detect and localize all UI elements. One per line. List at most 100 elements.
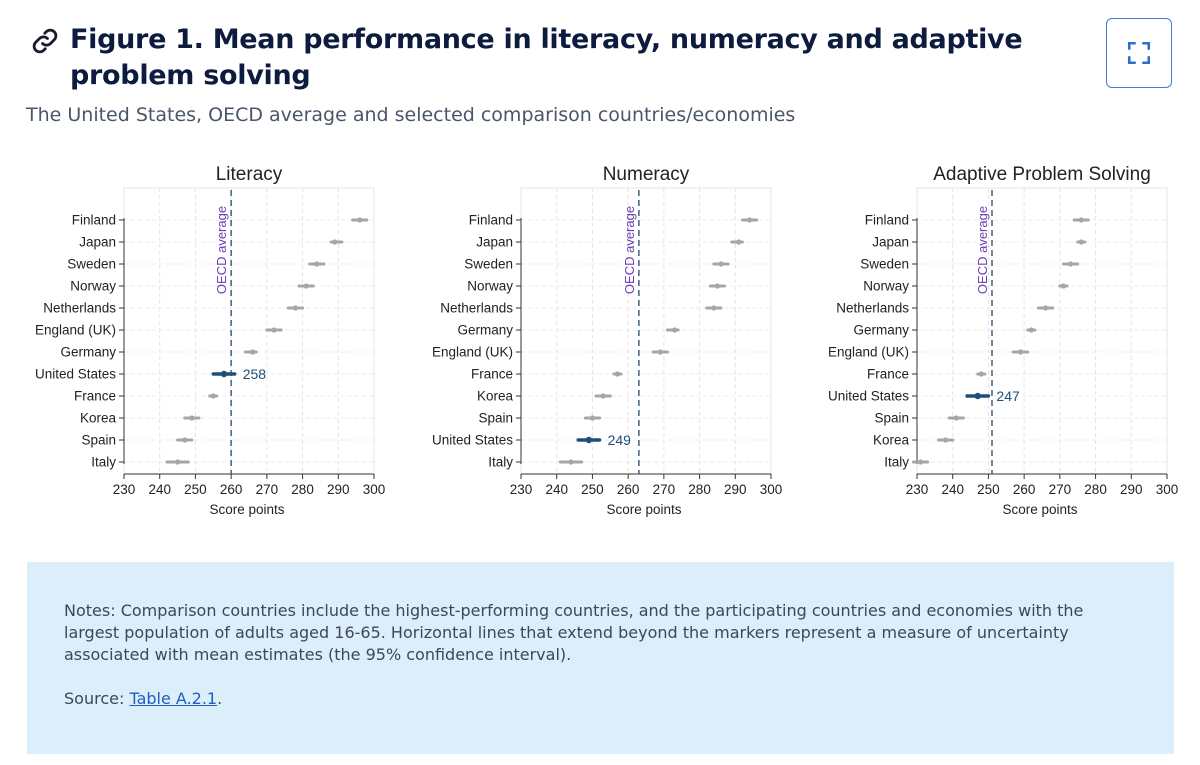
chart-literacy-x-tick-label-250: 250 — [184, 482, 207, 497]
chart-numeracy-x-tick-label-260: 260 — [617, 482, 640, 497]
chart-numeracy-x-tick-label-230: 230 — [510, 482, 533, 497]
chart-adaptive-problem-solving-x-tick-label-250: 250 — [977, 482, 1000, 497]
chart-numeracy-point-italy — [568, 459, 574, 465]
notes-text: Notes: Comparison countries include the … — [64, 601, 1084, 664]
chart-adaptive-problem-solving-point-norway — [1060, 283, 1067, 289]
chart-literacy-x-tick-label-270: 270 — [256, 482, 279, 497]
chart-numeracy-y-tick-label-finland: Finland — [469, 213, 513, 228]
chart-numeracy-point-england-uk — [657, 349, 663, 355]
chart-numeracy-y-tick-label-korea: Korea — [477, 389, 514, 404]
chart-numeracy-y-tick-label-germany: Germany — [457, 323, 513, 338]
source-prefix: Source: — [64, 689, 130, 708]
chart-adaptive-problem-solving-highlight-label: 247 — [996, 388, 1020, 404]
chart-adaptive-problem-solving-x-tick-label-260: 260 — [1013, 482, 1036, 497]
chart-numeracy-point-norway — [714, 283, 721, 289]
chart-adaptive-problem-solving-point-england-uk — [1017, 349, 1024, 355]
chart-literacy-y-tick-label-netherlands: Netherlands — [43, 301, 116, 316]
source-suffix: . — [217, 689, 223, 708]
chart-literacy-y-tick-label-germany: Germany — [60, 345, 116, 360]
notes-box: Notes: Comparison countries include the … — [27, 562, 1174, 754]
source-link[interactable]: Table A.2.1 — [129, 689, 218, 708]
chart-literacy-y-tick-label-united-states: United States — [35, 367, 116, 382]
chart-adaptive-problem-solving-y-tick-label-france: France — [867, 367, 909, 382]
chart-literacy-highlight-label: 258 — [243, 366, 267, 382]
chart-adaptive-problem-solving-x-tick-label-280: 280 — [1084, 482, 1107, 497]
chart-literacy-point-france — [210, 393, 216, 399]
figure-title: Figure 1. Mean performance in literacy, … — [70, 24, 1023, 91]
chart-literacy-point-germany — [249, 349, 256, 355]
chart-numeracy-point-germany — [671, 327, 678, 333]
chart-literacy-x-tick-label-260: 260 — [220, 482, 243, 497]
chart-literacy-y-tick-label-finland: Finland — [72, 213, 116, 228]
figure-subtitle: The United States, OECD average and sele… — [26, 104, 796, 126]
chart-adaptive-problem-solving-point-sweden — [1067, 261, 1074, 267]
chart-literacy-point-norway — [303, 283, 309, 289]
chart-literacy-point-england-uk — [271, 327, 277, 333]
chart-adaptive-problem-solving-x-tick-label-230: 230 — [906, 482, 929, 497]
chart-literacy-x-tick-label-300: 300 — [363, 482, 386, 497]
chart-literacy-point-spain — [182, 437, 188, 443]
chart-numeracy-y-tick-label-netherlands: Netherlands — [440, 301, 513, 316]
chart-numeracy-point-japan — [736, 239, 742, 245]
chart-numeracy-point-finland — [746, 217, 753, 223]
chart-adaptive-problem-solving-plot-frame — [916, 187, 1168, 475]
chart-literacy-x-axis-label: Score points — [209, 502, 284, 517]
chart-numeracy-x-tick-label-300: 300 — [760, 482, 783, 497]
chart-numeracy-x-tick-label-250: 250 — [581, 482, 604, 497]
chart-adaptive-problem-solving-x-axis-label: Score points — [1002, 502, 1077, 517]
chart-literacy-point-korea — [189, 415, 195, 421]
chart-numeracy-x-tick-label-240: 240 — [545, 482, 568, 497]
chart-numeracy-y-tick-label-italy: Italy — [488, 455, 513, 470]
chart-literacy-y-tick-label-spain: Spain — [81, 433, 116, 448]
chart-numeracy-x-tick-label-280: 280 — [688, 482, 711, 497]
chart-adaptive-problem-solving-y-tick-label-japan: Japan — [872, 235, 909, 250]
chart-numeracy-point-netherlands — [711, 305, 717, 311]
chart-adaptive-problem-solving-y-tick-label-germany: Germany — [853, 323, 909, 338]
link-icon[interactable] — [30, 26, 60, 56]
chart-numeracy-point-korea — [600, 393, 606, 399]
chart-numeracy-highlight-label: 249 — [608, 432, 632, 448]
title-row: Figure 1. Mean performance in literacy, … — [30, 22, 1040, 94]
chart-literacy-x-tick-label-280: 280 — [291, 482, 314, 497]
chart-numeracy-x-tick-label-270: 270 — [653, 482, 676, 497]
expand-button[interactable] — [1106, 18, 1172, 88]
chart-adaptive-problem-solving-y-tick-label-england-uk: England (UK) — [828, 345, 909, 360]
chart-adaptive-problem-solving-oecd-average-label: OECD average — [975, 206, 990, 294]
chart-literacy-x-tick-label-290: 290 — [327, 482, 350, 497]
expand-icon — [1127, 41, 1151, 65]
chart-literacy-point-italy — [174, 459, 181, 465]
chart-literacy-x-tick-label-230: 230 — [113, 482, 136, 497]
chart-literacy-oecd-average-label: OECD average — [214, 206, 229, 294]
chart-adaptive-problem-solving-y-tick-label-spain: Spain — [874, 411, 909, 426]
chart-numeracy-title: Numeracy — [603, 164, 690, 185]
chart-literacy-y-tick-label-england-uk: England (UK) — [35, 323, 116, 338]
chart-adaptive-problem-solving-x-tick-label-290: 290 — [1120, 482, 1143, 497]
chart-literacy-point-sweden — [314, 261, 320, 267]
chart-literacy-y-tick-label-italy: Italy — [91, 455, 116, 470]
chart-adaptive-problem-solving-point-germany — [1028, 327, 1034, 333]
chart-adaptive-problem-solving-y-tick-label-united-states: United States — [828, 389, 909, 404]
chart-numeracy-y-tick-label-japan: Japan — [476, 235, 513, 250]
chart-adaptive-problem-solving-y-tick-label-netherlands: Netherlands — [836, 301, 909, 316]
chart-numeracy-y-tick-label-united-states: United States — [432, 433, 513, 448]
chart-numeracy-x-tick-label-290: 290 — [724, 482, 747, 497]
chart-literacy-y-tick-label-sweden: Sweden — [67, 257, 116, 272]
chart-numeracy-point-united-states — [585, 436, 593, 444]
chart-adaptive-problem-solving-point-italy — [917, 459, 924, 465]
chart-adaptive-problem-solving-point-netherlands — [1042, 305, 1049, 311]
chart-adaptive-problem-solving-point-finland — [1078, 217, 1084, 223]
chart-numeracy-point-sweden — [718, 261, 724, 267]
chart-literacy-title: Literacy — [216, 164, 283, 185]
chart-adaptive-problem-solving-point-united-states — [974, 392, 981, 400]
chart-numeracy-y-tick-label-sweden: Sweden — [464, 257, 513, 272]
chart-adaptive-problem-solving-x-tick-label-240: 240 — [941, 482, 964, 497]
chart-adaptive-problem-solving-title: Adaptive Problem Solving — [933, 164, 1151, 185]
chart-literacy-point-japan — [332, 239, 338, 245]
chart-adaptive-problem-solving-y-tick-label-finland: Finland — [865, 213, 909, 228]
chart-literacy-point-finland — [357, 217, 363, 223]
source-line: Source: Table A.2.1. — [64, 688, 1138, 710]
figure-header: Figure 1. Mean performance in literacy, … — [26, 22, 1040, 126]
chart-adaptive-problem-solving-y-tick-label-korea: Korea — [873, 433, 910, 448]
chart-adaptive-problem-solving-point-japan — [1078, 239, 1084, 245]
chart-numeracy-y-tick-label-france: France — [471, 367, 513, 382]
